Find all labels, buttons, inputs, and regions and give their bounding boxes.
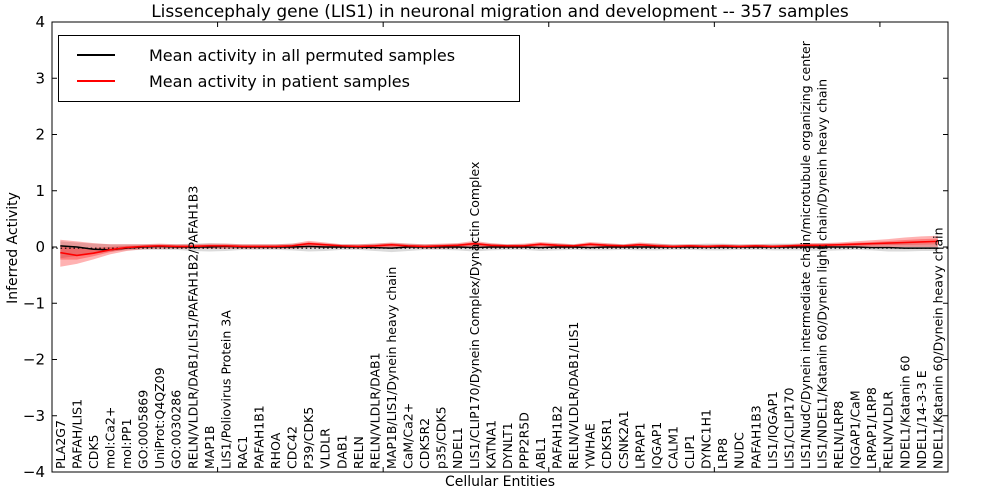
x-tick-label: LIS1/IQGAP1: [765, 391, 780, 469]
y-tick-label: 1: [35, 182, 45, 200]
x-tick-label: PAFAH/LIS1: [69, 399, 84, 469]
patient-mean-line: [60, 240, 938, 257]
x-tick-label: RELN/VLDLR/DAB1/LIS1: [566, 322, 581, 469]
x-tick-label: LRP8: [715, 438, 730, 469]
permuted-mean-line: [60, 245, 938, 251]
legend-line-patient-icon: [77, 80, 115, 82]
x-tick-label: MAP1B/LIS1/Dynein heavy chain: [384, 267, 399, 469]
x-tick-label: RELN/LRP8: [831, 401, 846, 469]
x-tick-label: DAB1: [334, 435, 349, 470]
x-tick-label: RHOA: [268, 432, 283, 469]
x-tick-label: NUDC: [732, 432, 747, 469]
x-tick-label: LIS1/CLIP170: [781, 387, 796, 469]
x-tick-label: CaM/Ca2+: [401, 403, 416, 469]
y-tick-label: −2: [23, 351, 45, 369]
x-tick-label: NDEL1/14-3-3 E: [914, 370, 929, 469]
x-axis-label: Cellular Entities: [444, 474, 556, 490]
x-tick-label: LIS1/NDEL1/Katanin 60/Dynein light chain…: [814, 79, 829, 469]
x-tick-label: YWHAE: [583, 423, 598, 470]
x-tick-label: LIS1/Poliovirus Protein 3A: [218, 310, 233, 469]
x-tick-label: CSNK2A1: [616, 410, 631, 469]
x-tick-label: DYNLT1: [500, 422, 515, 469]
legend-line-permuted-icon: [77, 54, 115, 56]
x-tick-label: PAFAH1B2: [550, 405, 565, 469]
x-tick-label: GO:0030286: [169, 390, 184, 469]
x-tick-label: PAFAH1B3: [748, 405, 763, 469]
y-tick-label: 4: [35, 13, 45, 31]
x-tick-label: UniProt:Q4QZ09: [152, 367, 167, 469]
x-tick-label: PPP2R5D: [516, 412, 531, 469]
y-tick-label: −1: [23, 294, 45, 312]
x-tick-label: VLDLR: [318, 428, 333, 469]
x-tick-label: RELN: [351, 436, 366, 469]
x-tick-label: CDC42: [285, 426, 300, 469]
y-tick-label: −3: [23, 407, 45, 425]
x-tick-label: CDK5R2: [417, 418, 432, 469]
x-tick-label: LIS1/CLIP170/Dynein Complex/Dynactin Com…: [467, 162, 482, 469]
x-tick-label: CDK5: [86, 434, 101, 469]
x-tick-label: mol:PP1: [119, 418, 134, 469]
x-tick-label: RELN/VLDLR: [881, 391, 896, 469]
x-tick-label: P39/CDK5: [301, 407, 316, 469]
x-tick-label: p35/CDK5: [434, 406, 449, 469]
x-tick-label: RELN/VLDLR/DAB1/LIS1/PAFAH1B2/PAFAH1B3: [185, 186, 200, 469]
y-tick-label: 0: [35, 238, 45, 256]
x-tick-label: CLIP1: [682, 434, 697, 469]
legend: Mean activity in all permuted samples Me…: [58, 35, 520, 102]
chart-title: Lissencephaly gene (LIS1) in neuronal mi…: [151, 2, 849, 22]
x-tick-label: IQGAP1/CaM: [848, 390, 863, 469]
legend-entry-patient: Mean activity in patient samples: [59, 68, 519, 94]
x-tick-label: ABL1: [533, 437, 548, 469]
x-tick-label: mol:Ca2+: [102, 407, 117, 469]
x-tick-label: NDEL1/Katanin 60: [897, 356, 912, 469]
legend-entry-permuted: Mean activity in all permuted samples: [59, 42, 519, 68]
y-tick-label: 2: [35, 126, 45, 144]
x-tick-label: LRPAP1/LRP8: [864, 387, 879, 469]
legend-label-permuted: Mean activity in all permuted samples: [149, 45, 456, 65]
x-tick-label: NDEL1: [450, 427, 465, 469]
x-tick-label: NDEL1/Katanin 60/Dynein heavy chain: [930, 227, 945, 469]
y-tick-label: −4: [23, 463, 45, 481]
x-tick-label: GO:0005869: [136, 390, 151, 469]
x-tick-label: PAFAH1B1: [252, 405, 267, 469]
y-tick-label: 3: [35, 69, 45, 87]
x-tick-label: KATNA1: [483, 420, 498, 469]
x-tick-label: CALM1: [665, 426, 680, 469]
x-tick-label: RAC1: [235, 436, 250, 469]
x-tick-label: DYNC1H1: [699, 409, 714, 469]
x-tick-label: RELN/VLDLR/DAB1: [367, 352, 382, 469]
x-tick-label: PLA2G7: [53, 420, 68, 469]
x-tick-label: CDK5R1: [599, 418, 614, 469]
x-tick-label: LIS1/NudC/Dynein intermediate chain/micr…: [798, 40, 813, 469]
x-tick-label: MAP1B: [202, 426, 217, 469]
x-tick-label: LRPAP1: [632, 423, 647, 469]
x-tick-label: IQGAP1: [649, 422, 664, 469]
legend-label-patient: Mean activity in patient samples: [149, 71, 410, 91]
